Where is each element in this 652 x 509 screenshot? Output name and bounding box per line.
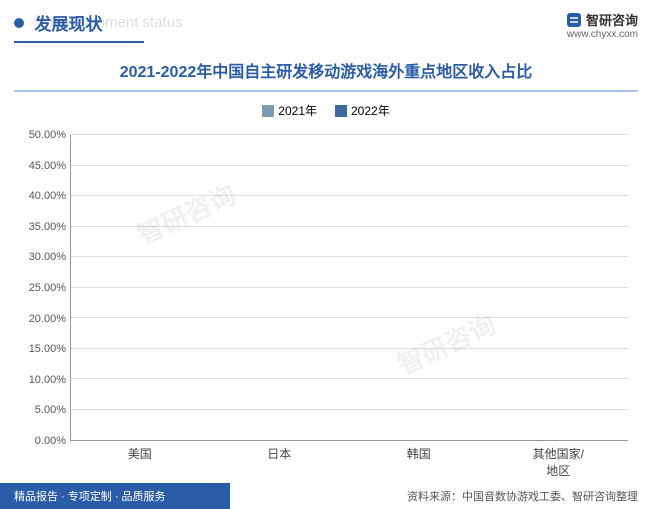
- legend-swatch: [262, 105, 274, 117]
- header-underline: [14, 41, 144, 43]
- gridline: [71, 287, 628, 288]
- gridline: [71, 195, 628, 196]
- legend-label: 2021年: [278, 102, 317, 119]
- brand-logo: 智研咨询: [566, 10, 638, 29]
- gridline: [71, 134, 628, 135]
- y-tick-label: 40.00%: [14, 190, 66, 202]
- gridline: [71, 378, 628, 379]
- header-right: 智研咨询 www.chyxx.com: [566, 10, 638, 40]
- bullet-icon: [14, 18, 24, 28]
- x-tick-label: 韩国: [389, 445, 449, 465]
- chart-title: 2021-2022年中国自主研发移动游戏海外重点地区收入占比: [120, 64, 533, 81]
- x-labels: 美国 日本 韩国 其他国家/地区: [70, 445, 628, 465]
- x-tick-label: 日本: [249, 445, 309, 465]
- y-tick-label: 30.00%: [14, 251, 66, 263]
- bars-container: [71, 135, 628, 440]
- y-tick-label: 15.00%: [14, 343, 66, 355]
- chart-area: 美国日本韩国其他国家/地区 智研咨询 智研咨询 0.00%5.00%10.00%…: [14, 125, 638, 465]
- chart-title-wrap: 2021-2022年中国自主研发移动游戏海外重点地区收入占比: [14, 58, 638, 92]
- y-tick-label: 35.00%: [14, 221, 66, 233]
- y-tick-label: 50.00%: [14, 129, 66, 141]
- gridline: [71, 409, 628, 410]
- y-tick-label: 25.00%: [14, 282, 66, 294]
- footer-left: 精品报告 · 专项定制 · 品质服务: [14, 488, 166, 504]
- header-left: Development status 发展现状: [14, 10, 144, 43]
- legend-item: 2021年: [262, 102, 317, 119]
- x-tick-label: 美国: [110, 445, 170, 465]
- brand-name: 智研咨询: [586, 10, 638, 29]
- brand-url: www.chyxx.com: [566, 29, 638, 40]
- gridline: [71, 317, 628, 318]
- footer-right: 资料来源：中国音数协游戏工委、智研咨询整理: [407, 488, 638, 504]
- legend-item: 2022年: [335, 102, 390, 119]
- footer: 精品报告 · 专项定制 · 品质服务 资料来源：中国音数协游戏工委、智研咨询整理: [0, 483, 652, 509]
- y-tick-label: 5.00%: [14, 404, 66, 416]
- legend-label: 2022年: [351, 102, 390, 119]
- y-tick-label: 10.00%: [14, 374, 66, 386]
- legend: 2021年 2022年: [0, 102, 652, 119]
- y-tick-label: 0.00%: [14, 435, 66, 447]
- header-title-cn: 发展现状: [34, 15, 102, 34]
- header: Development status 发展现状 智研咨询 www.chyxx.c…: [0, 0, 652, 52]
- y-tick-label: 20.00%: [14, 313, 66, 325]
- gridline: [71, 226, 628, 227]
- y-tick-label: 45.00%: [14, 160, 66, 172]
- legend-swatch: [335, 105, 347, 117]
- x-tick-label: 其他国家/地区: [528, 445, 588, 465]
- gridline: [71, 348, 628, 349]
- brand-icon: [566, 12, 582, 28]
- gridline: [71, 165, 628, 166]
- gridline: [71, 256, 628, 257]
- plot-area: [70, 135, 628, 441]
